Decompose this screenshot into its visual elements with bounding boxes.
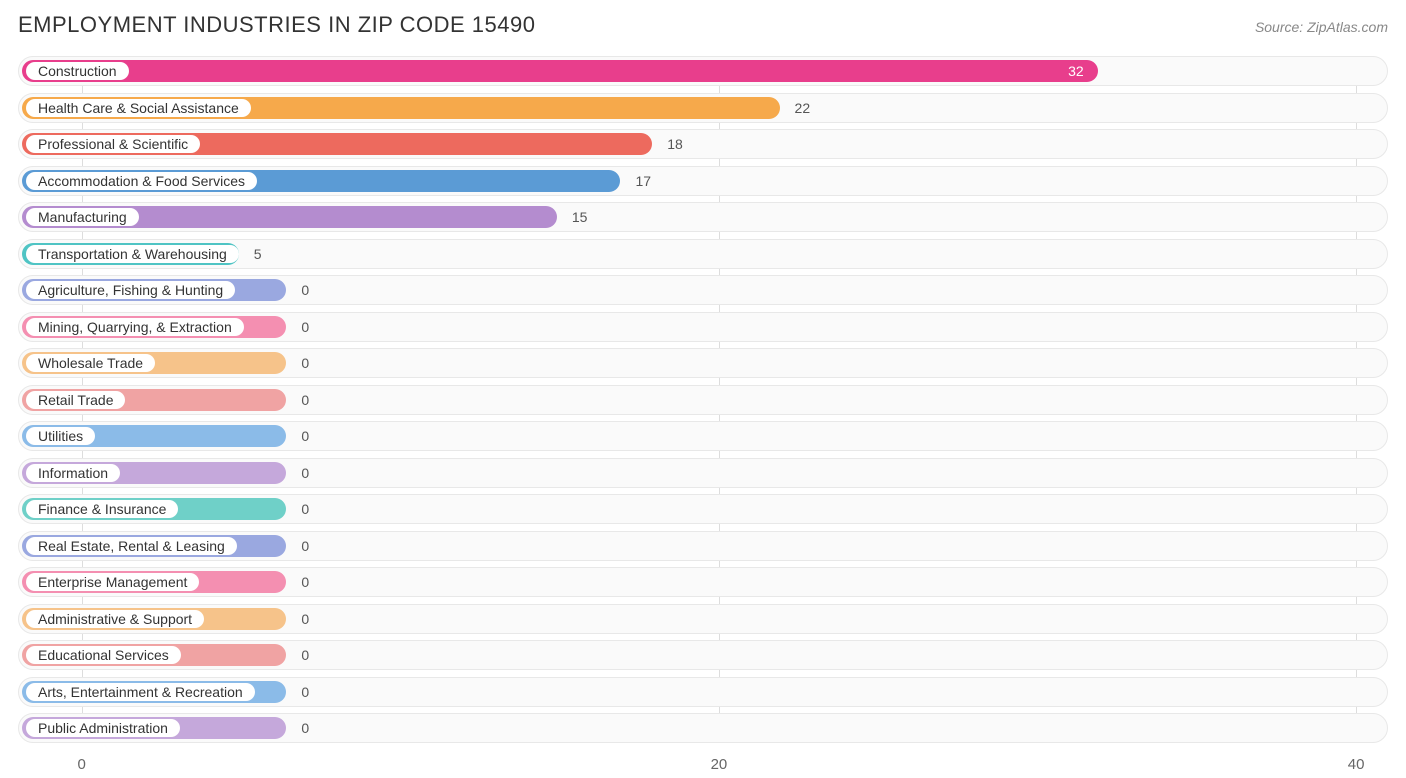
bar-row: Professional & Scientific 18 bbox=[18, 129, 1388, 159]
bar-label: Real Estate, Rental & Leasing bbox=[26, 537, 237, 555]
bar-label: Health Care & Social Assistance bbox=[26, 99, 251, 117]
chart-title: EMPLOYMENT INDUSTRIES IN ZIP CODE 15490 bbox=[18, 12, 536, 38]
x-axis-tick: 20 bbox=[711, 756, 728, 773]
plot-area: Construction 32 Health Care & Social Assis… bbox=[18, 56, 1388, 743]
bar-value: 0 bbox=[291, 459, 319, 487]
bar-value: 22 bbox=[785, 94, 821, 122]
bar-label: Public Administration bbox=[26, 719, 180, 737]
bar-value: 0 bbox=[291, 313, 319, 341]
bar-row: Construction 32 bbox=[18, 56, 1388, 86]
bar-row: Public Administration 0 bbox=[18, 713, 1388, 743]
bar-label: Retail Trade bbox=[26, 391, 125, 409]
bar-label: Manufacturing bbox=[26, 208, 139, 226]
bar-value: 17 bbox=[625, 167, 661, 195]
chart-region: Construction 32 Health Care & Social Assis… bbox=[18, 56, 1388, 778]
bar-row: Wholesale Trade 0 bbox=[18, 348, 1388, 378]
bar-row: Mining, Quarrying, & Extraction 0 bbox=[18, 312, 1388, 342]
bar-row: Arts, Entertainment & Recreation 0 bbox=[18, 677, 1388, 707]
bar-row: Retail Trade 0 bbox=[18, 385, 1388, 415]
bar-label: Mining, Quarrying, & Extraction bbox=[26, 318, 244, 336]
bar-row: Health Care & Social Assistance 22 bbox=[18, 93, 1388, 123]
bar-label: Arts, Entertainment & Recreation bbox=[26, 683, 255, 701]
bar-label: Professional & Scientific bbox=[26, 135, 200, 153]
bar-value: 0 bbox=[291, 714, 319, 742]
bar-value: 0 bbox=[291, 349, 319, 377]
bar-value: 0 bbox=[291, 568, 319, 596]
bar-label: Transportation & Warehousing bbox=[26, 245, 239, 263]
x-axis-tick: 0 bbox=[78, 756, 86, 773]
bar-row: Information 0 bbox=[18, 458, 1388, 488]
bar-row: Utilities 0 bbox=[18, 421, 1388, 451]
x-axis-tick: 40 bbox=[1348, 756, 1365, 773]
bar-row: Transportation & Warehousing 5 bbox=[18, 239, 1388, 269]
chart-header: EMPLOYMENT INDUSTRIES IN ZIP CODE 15490 … bbox=[18, 12, 1388, 38]
bar-label: Information bbox=[26, 464, 120, 482]
bar-row: Manufacturing 15 bbox=[18, 202, 1388, 232]
bar-value: 18 bbox=[657, 130, 693, 158]
bar-fill bbox=[22, 60, 1098, 82]
bar-value: 32 bbox=[1058, 57, 1094, 85]
x-axis: 0 20 40 bbox=[18, 750, 1388, 778]
bar-value: 0 bbox=[291, 641, 319, 669]
chart-source: Source: ZipAtlas.com bbox=[1255, 19, 1388, 35]
bar-row: Educational Services 0 bbox=[18, 640, 1388, 670]
bar-rows-container: Construction 32 Health Care & Social Assis… bbox=[18, 56, 1388, 743]
bar-row: Real Estate, Rental & Leasing 0 bbox=[18, 531, 1388, 561]
bar-value: 0 bbox=[291, 422, 319, 450]
bar-row: Finance & Insurance 0 bbox=[18, 494, 1388, 524]
bar-value: 0 bbox=[291, 495, 319, 523]
bar-row: Administrative & Support 0 bbox=[18, 604, 1388, 634]
bar-label: Finance & Insurance bbox=[26, 500, 178, 518]
bar-label: Utilities bbox=[26, 427, 95, 445]
bar-row: Agriculture, Fishing & Hunting 0 bbox=[18, 275, 1388, 305]
bar-label: Construction bbox=[26, 62, 129, 80]
bar-label: Educational Services bbox=[26, 646, 181, 664]
bar-value: 0 bbox=[291, 386, 319, 414]
bar-value: 0 bbox=[291, 678, 319, 706]
bar-row: Accommodation & Food Services 17 bbox=[18, 166, 1388, 196]
bar-label: Accommodation & Food Services bbox=[26, 172, 257, 190]
bar-label: Wholesale Trade bbox=[26, 354, 155, 372]
bar-label: Enterprise Management bbox=[26, 573, 199, 591]
bar-value: 0 bbox=[291, 605, 319, 633]
bar-row: Enterprise Management 0 bbox=[18, 567, 1388, 597]
bar-value: 0 bbox=[291, 276, 319, 304]
bar-value: 15 bbox=[562, 203, 598, 231]
bar-label: Administrative & Support bbox=[26, 610, 204, 628]
bar-value: 5 bbox=[244, 240, 272, 268]
bar-value: 0 bbox=[291, 532, 319, 560]
bar-label: Agriculture, Fishing & Hunting bbox=[26, 281, 235, 299]
